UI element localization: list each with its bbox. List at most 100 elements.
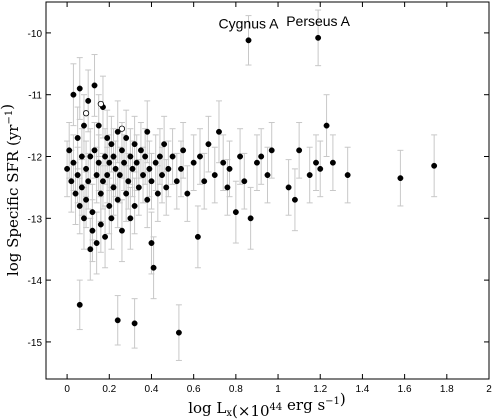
data-point <box>163 184 170 191</box>
data-point <box>106 203 113 209</box>
x-tick-label: 1 <box>275 384 281 395</box>
data-point <box>104 135 111 141</box>
data-point <box>150 264 157 271</box>
data-point <box>180 147 187 154</box>
data-point <box>91 147 98 154</box>
data-point <box>216 128 222 135</box>
data-point <box>317 165 324 172</box>
data-point <box>148 240 155 246</box>
data-point <box>201 178 208 185</box>
data-point <box>178 165 184 172</box>
x-tick-label: 0.4 <box>145 384 159 395</box>
data-point <box>102 233 109 240</box>
data-point <box>194 233 201 240</box>
data-point <box>142 153 149 160</box>
data-point <box>237 153 244 160</box>
x-tick-label: 1.6 <box>398 384 412 395</box>
data-point <box>89 227 96 234</box>
data-point <box>431 162 438 169</box>
data-point <box>313 159 319 166</box>
data-point <box>76 85 83 92</box>
data-point <box>154 190 161 197</box>
data-points <box>64 34 438 336</box>
data-point <box>85 97 92 104</box>
data-point <box>93 172 100 178</box>
data-point <box>118 125 126 132</box>
x-tick-label: 0.2 <box>102 384 116 395</box>
data-point <box>89 209 96 216</box>
data-point <box>72 190 79 197</box>
data-point <box>127 153 134 160</box>
data-point <box>74 172 81 178</box>
data-point <box>131 320 138 327</box>
data-point <box>82 110 90 117</box>
plot-frame <box>45 1 490 380</box>
data-point <box>121 159 128 166</box>
data-point <box>175 329 182 336</box>
y-tick-label: -15 <box>28 338 43 349</box>
data-point <box>76 203 83 209</box>
data-point <box>74 135 81 141</box>
data-point <box>97 100 104 108</box>
data-point <box>197 153 203 160</box>
data-point <box>133 159 140 166</box>
data-point <box>83 165 90 172</box>
axis-ticks: 0 0.2 0.4 0.6 0.8 1 1.2 1.4 1.6 1.8 2 -10 -11 -12 -13 -… <box>28 2 492 395</box>
data-point <box>114 196 121 203</box>
data-point <box>148 178 155 185</box>
data-point <box>70 159 77 166</box>
data-point <box>205 141 212 148</box>
data-point <box>64 165 71 172</box>
data-point <box>211 172 218 178</box>
data-point <box>83 196 90 203</box>
data-point <box>264 172 271 178</box>
data-point <box>70 91 77 98</box>
data-point <box>135 184 142 191</box>
data-point <box>114 128 121 135</box>
data-point <box>118 227 125 234</box>
data-point <box>232 209 239 216</box>
data-point <box>108 215 115 222</box>
data-point <box>224 184 231 191</box>
data-point <box>81 122 87 129</box>
annotation-label: Cygnus A <box>219 15 280 31</box>
annotation-label: Perseus A <box>286 13 350 29</box>
data-point <box>268 147 275 154</box>
data-point <box>344 172 351 178</box>
data-point <box>152 159 159 166</box>
data-point <box>146 165 153 172</box>
data-point <box>144 128 151 135</box>
data-point <box>254 159 260 166</box>
data-point <box>323 122 330 129</box>
y-tick-label: -11 <box>28 91 42 102</box>
data-point <box>91 82 98 89</box>
data-point <box>258 153 265 160</box>
x-tick-label: 0.6 <box>187 384 201 395</box>
data-point <box>87 246 94 253</box>
y-axis-title: log Specific SFR (yr−1) <box>0 104 22 276</box>
data-point <box>285 184 292 191</box>
data-point <box>66 147 73 154</box>
data-point <box>81 215 87 222</box>
data-point <box>140 172 146 178</box>
data-point <box>144 196 151 203</box>
data-point <box>161 141 168 148</box>
data-point <box>241 178 248 185</box>
y-tick-label: -10 <box>28 29 43 40</box>
data-point <box>156 153 163 160</box>
data-point <box>100 178 106 185</box>
data-point <box>226 165 233 172</box>
data-point <box>76 301 83 308</box>
data-point <box>116 172 123 178</box>
x-tick-label: 0.8 <box>229 384 243 395</box>
data-point <box>131 141 138 148</box>
data-point <box>110 184 117 191</box>
data-point <box>173 178 180 185</box>
data-point <box>220 159 227 166</box>
data-point <box>296 147 303 154</box>
data-point <box>165 165 172 172</box>
data-point <box>87 153 94 160</box>
data-point <box>118 147 125 154</box>
data-point <box>78 184 85 191</box>
